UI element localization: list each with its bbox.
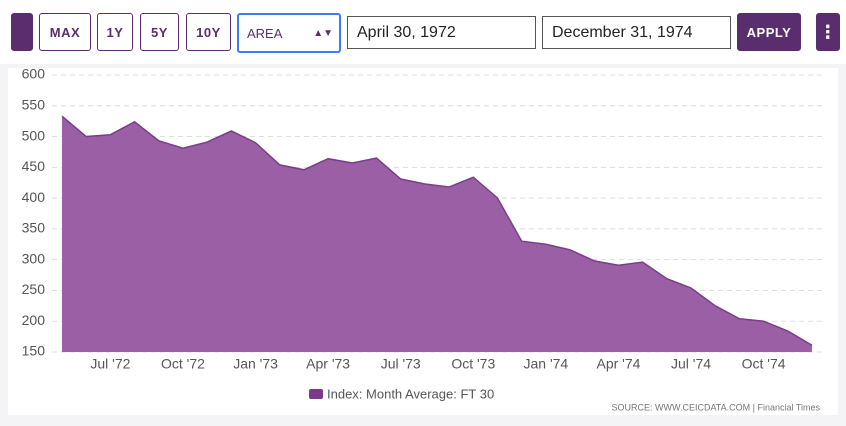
start-date-input[interactable]: April 30, 1972 [347, 16, 536, 49]
y-tick-label: 550 [22, 96, 46, 112]
select-value: AREA [247, 25, 283, 41]
range-button[interactable]: 5Y [140, 13, 179, 51]
x-tick-label: Apr '73 [306, 356, 350, 372]
range-button[interactable]: 10Y [186, 13, 231, 51]
end-date-input[interactable]: December 31, 1974 [542, 16, 731, 49]
x-tick-label: Jul '72 [90, 356, 130, 372]
y-tick-label: 500 [22, 127, 46, 143]
y-tick-label: 300 [22, 250, 46, 266]
area [62, 116, 812, 352]
x-tick-label: Jan '74 [524, 356, 569, 372]
y-tick-label: 600 [22, 66, 46, 82]
range-button[interactable]: 1Y [97, 13, 133, 51]
x-tick-label: Oct '73 [451, 356, 495, 372]
x-tick-label: Jul '73 [381, 356, 421, 372]
menu-toggle[interactable] [11, 13, 33, 51]
area-line [61, 115, 813, 346]
legend-label: Index: Month Average: FT 30 [327, 386, 494, 401]
apply-button[interactable]: APPLY [737, 13, 801, 51]
chart-type-select[interactable]: AREA ▲▼ [237, 13, 341, 53]
range-button[interactable]: MAX [39, 13, 91, 51]
more-button[interactable]: ⋮ [816, 13, 840, 51]
source: SOURCE: WWW.CEICDATA.COM | Financial Tim… [611, 402, 820, 412]
x-tick-label: Oct '72 [161, 356, 205, 372]
chart: 150 200 250 300 350 400 450 500 550 600 Jul '72 Oct… [8, 66, 838, 415]
legend-swatch [309, 389, 323, 399]
x-tick-label: Jan '73 [233, 356, 278, 372]
y-tick-label: 150 [22, 343, 46, 359]
toolbar: MAX 1Y 5Y 10Y AREA ▲▼ April 30, 1972 Dece… [0, 0, 846, 64]
x-tick-label: Oct '74 [742, 356, 786, 372]
y-tick-label: 400 [22, 189, 46, 205]
y-tick-label: 200 [22, 312, 46, 328]
y-tick-label: 350 [22, 220, 46, 236]
x-tick-label: Apr '74 [596, 356, 640, 372]
x-tick-label: Jul '74 [671, 356, 711, 372]
select-arrow: ▲▼ [313, 27, 333, 39]
y-tick-label: 450 [22, 158, 46, 174]
y-tick-label: 250 [22, 281, 46, 297]
